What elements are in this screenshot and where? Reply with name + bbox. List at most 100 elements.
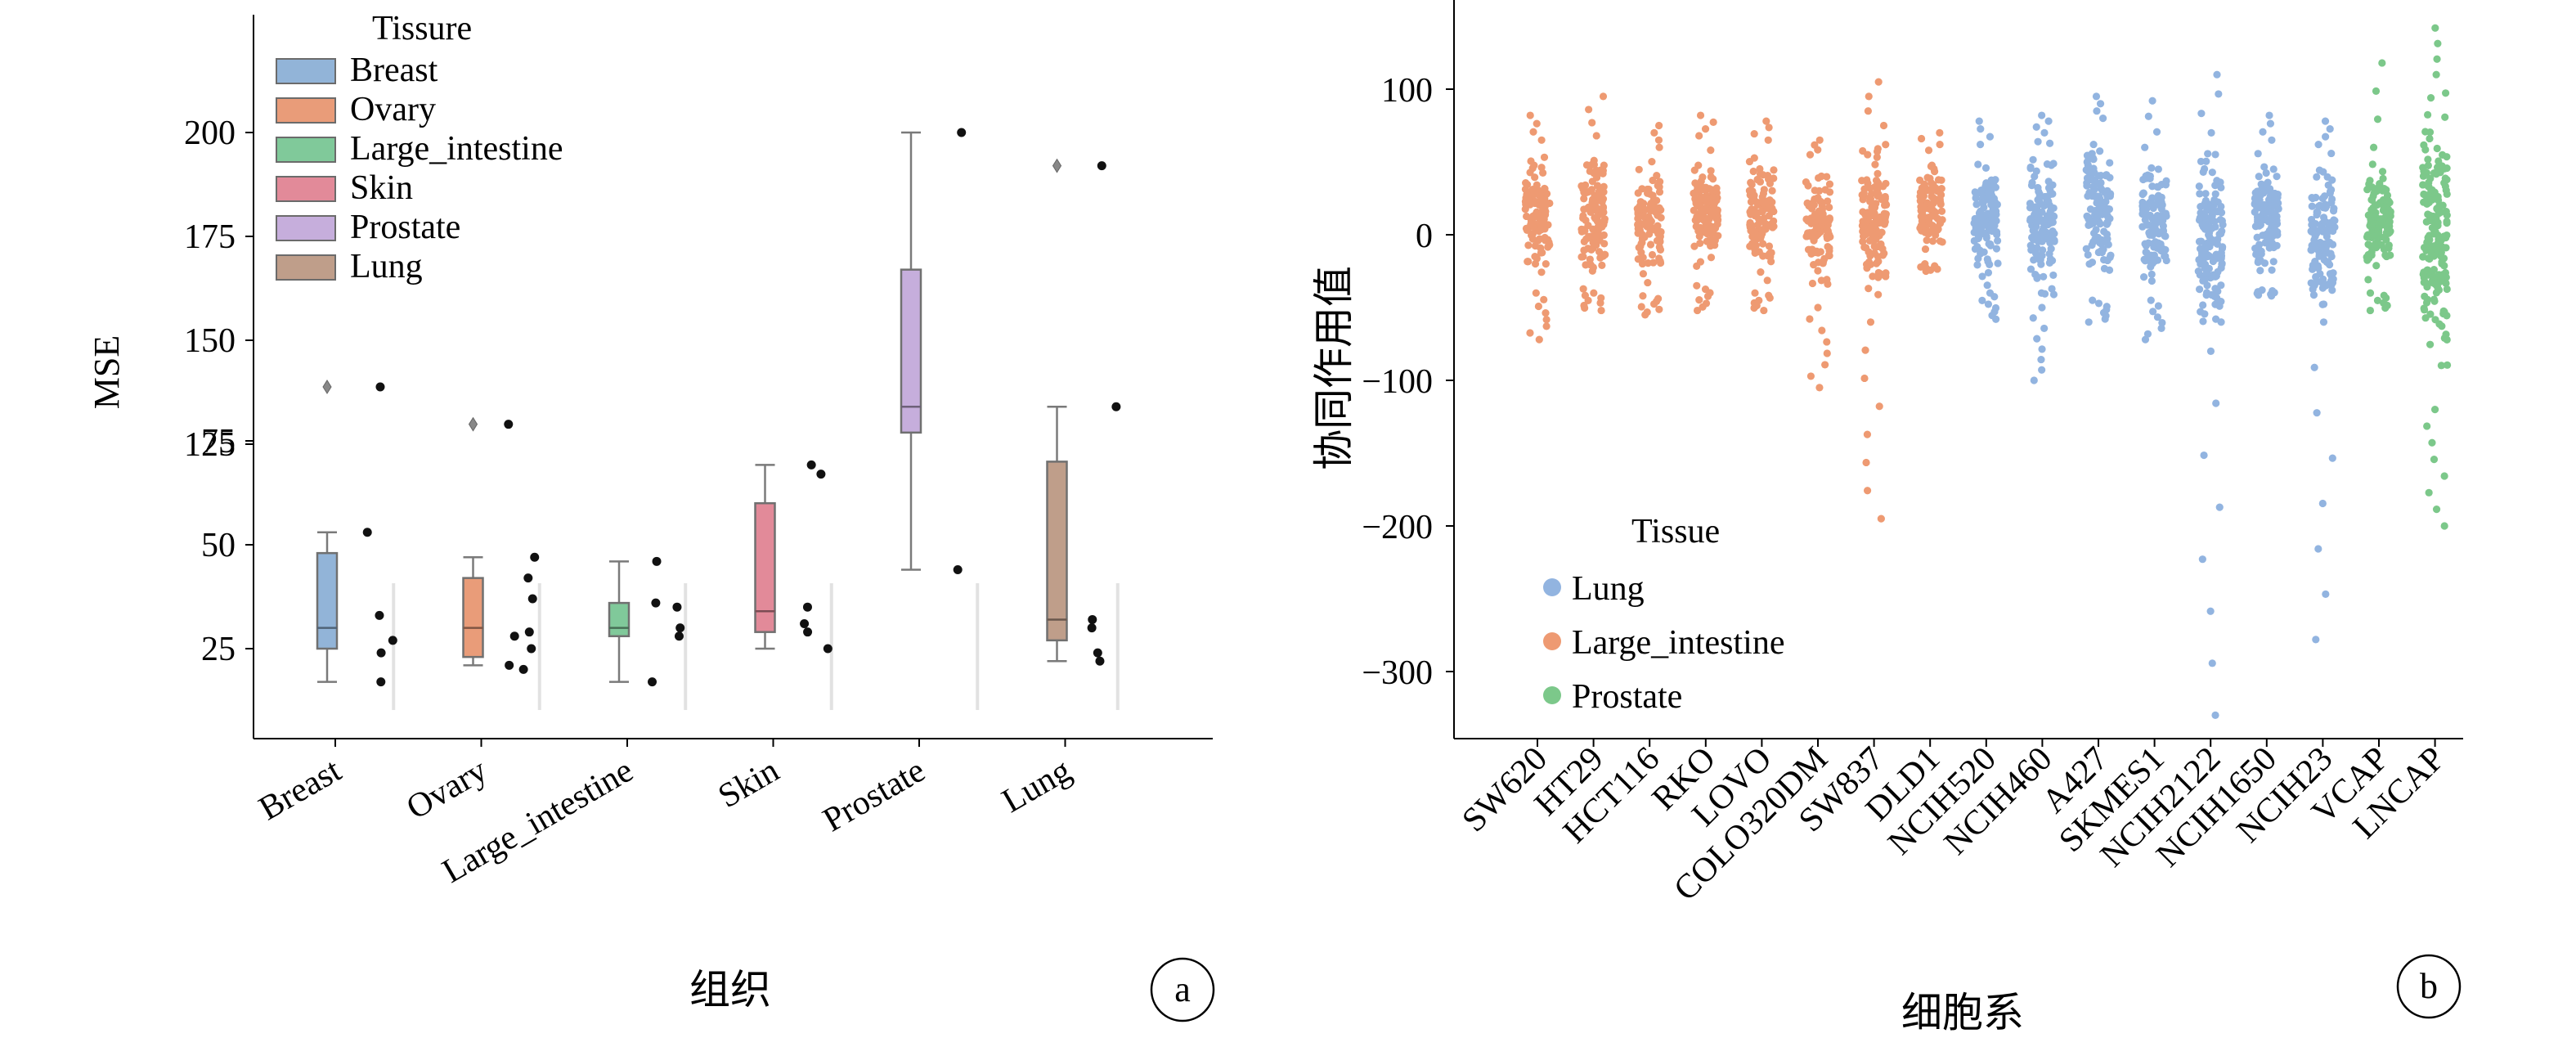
- panel-b-point-a427-low-6: [2101, 315, 2109, 323]
- panel-b-point-sw620-high-1: [1529, 128, 1537, 136]
- panel-b-point-skmes1-96: [2162, 177, 2170, 185]
- panel-b-point-lovo-98: [1759, 199, 1767, 207]
- panel-b-point-lncap-161: [2424, 182, 2432, 190]
- panel-b-point-a427-114: [2096, 195, 2104, 203]
- panel-b-point-ht29-103: [1585, 203, 1593, 211]
- panel-b-point-skmes1-100: [2140, 255, 2148, 263]
- panel-b-point-lncap-140: [2421, 314, 2430, 322]
- panel-b-point-skmes1-107: [2161, 232, 2170, 240]
- panel-b-point-ncih2122-low-6: [2208, 659, 2216, 667]
- panel-b-point-dld1-73: [1923, 199, 1932, 207]
- panel-b-point-sw620-99: [1531, 173, 1539, 182]
- panel-b-point-colo320dm-91: [1810, 235, 1818, 244]
- panel-b-point-a427-46: [2096, 220, 2104, 228]
- panel-b-point-ncih520-74: [1978, 272, 1986, 281]
- panel-b-point-ncih23-110: [2308, 221, 2316, 229]
- panel-b-point-skmes1-98: [2143, 171, 2152, 179]
- panel-b-point-skmes1-88: [2147, 222, 2156, 230]
- panel-b-point-dld1-40: [1928, 193, 1937, 202]
- panel-b-point-vcap-high-1: [2373, 115, 2382, 124]
- panel-b-point-ncih2122-low-1: [2212, 399, 2220, 407]
- panel-b-point-dld1-45: [1935, 186, 1943, 194]
- panel-b-point-rko-65: [1693, 262, 1701, 270]
- panel-b-point-vcap-118: [2373, 231, 2381, 240]
- panel-b-point-dld1-87: [1920, 182, 1929, 191]
- panel-a-legend-title: Tissure: [372, 10, 472, 47]
- panel-b-point-vcap-117: [2368, 195, 2376, 204]
- panel-a-point-skin-5: [823, 644, 832, 654]
- panel-b-point-lovo-23: [1768, 186, 1776, 195]
- panel-b-point-a427-85: [2088, 240, 2096, 249]
- panel-b-point-ht29-105: [1592, 166, 1600, 174]
- panel-b-point-ncih460-85: [2027, 246, 2035, 254]
- panel-a-ytick-label-25: 25: [201, 631, 236, 668]
- panel-b-point-sw837-low-0: [1866, 318, 1875, 326]
- panel-b-stripplot: 100 0 −100 −200 −300 SW620HT29HCT116RKOLOVOC…: [1311, 0, 2463, 1036]
- panel-a-legend-label-lung: Lung: [350, 248, 423, 285]
- panel-b-point-sw620-47: [1540, 153, 1549, 161]
- panel-b-point-ncih2122-113: [2214, 236, 2222, 244]
- panel-b-point-rko-low-6: [1699, 303, 1707, 311]
- panel-b-point-ncih1650-84: [2264, 178, 2272, 186]
- panel-b-point-hct116-99: [1638, 185, 1646, 193]
- panel-b-point-dld1-85: [1938, 238, 1946, 246]
- panel-b-strip-ncih520: [1970, 117, 2002, 323]
- panel-b-point-ht29-61: [1590, 160, 1599, 169]
- panel-a-outlier-ovary-0: [468, 416, 478, 432]
- panel-b-point-ht29-48: [1600, 231, 1608, 240]
- panel-b-point-ncih460-83: [2035, 198, 2044, 207]
- panel-b-point-ncih2122-79: [2217, 209, 2226, 217]
- panel-b-point-sw620-89: [1523, 226, 1531, 235]
- panel-b-point-lncap-160: [2433, 164, 2442, 172]
- panel-b-point-hct116-82: [1654, 182, 1662, 190]
- panel-a-ytick-label-50: 50: [201, 527, 236, 564]
- panel-b-point-vcap-90: [2363, 253, 2371, 261]
- panel-b-point-ncih1650-89: [2271, 189, 2279, 198]
- panel-b-point-vcap-91: [2376, 180, 2384, 188]
- panel-b-point-ncih23-low-1: [2310, 363, 2318, 371]
- panel-b-point-ncih520-19: [1993, 236, 2002, 245]
- panel-b-point-sw837-104: [1873, 153, 1881, 161]
- panel-b-point-colo320dm-69: [1816, 197, 1824, 205]
- panel-b-point-a427-100: [2094, 172, 2103, 180]
- panel-a-point-skin-2: [802, 602, 812, 612]
- panel-a-point-lung-5: [1095, 656, 1105, 666]
- panel-a-box-large-intestine: [608, 601, 631, 638]
- panel-b-point-a427-42: [2106, 159, 2114, 167]
- panel-b-point-colo320dm-low-1: [1806, 315, 1814, 323]
- panel-b-point-lncap-low-6: [2432, 506, 2441, 514]
- panel-a-point-skin-1: [816, 470, 826, 479]
- panel-b-point-lncap-137: [2443, 153, 2451, 161]
- panel-b-point-colo320dm-95: [1808, 204, 1816, 213]
- panel-b-point-ncih2122-119: [2204, 239, 2213, 247]
- panel-b-point-lncap-133: [2441, 268, 2450, 277]
- panel-b-point-dld1-77: [1934, 176, 1943, 184]
- panel-b-point-ncih2122-low-3: [2215, 503, 2224, 511]
- panel-b-point-ncih1650-107: [2274, 204, 2282, 213]
- panel-b-point-rko-low-0: [1693, 281, 1701, 290]
- panel-b-point-ht29-90: [1598, 222, 1606, 231]
- panel-b-point-ht29-82: [1577, 253, 1586, 261]
- panel-b-point-sw620-low-4: [1542, 316, 1551, 324]
- panel-b-point-ncih1650-75: [2262, 169, 2270, 177]
- panel-b-point-ncih2122-136: [2197, 251, 2206, 259]
- panel-a-point-ovary-5: [509, 631, 519, 641]
- panel-b-point-dld1-88: [1917, 206, 1925, 215]
- panel-b-point-colo320dm-97: [1822, 217, 1830, 225]
- panel-b-point-sw837-108: [1864, 151, 1872, 159]
- panel-b-point-ncih460-113: [2041, 192, 2049, 201]
- panel-b-point-ncih23-104: [2327, 252, 2336, 261]
- panel-b-point-ncih520-103: [1984, 268, 1993, 277]
- panel-b-strip-colo320dm: [1802, 136, 1834, 392]
- panel-b-point-hct116-low-4: [1637, 303, 1645, 311]
- panel-b-point-sw620-low-2: [1534, 302, 1543, 311]
- panel-b-point-ncih520-2: [1974, 160, 1982, 169]
- panel-b-point-colo320dm-83: [1804, 182, 1812, 190]
- panel-b-point-colo320dm-low-0: [1814, 303, 1822, 312]
- panel-b-point-colo320dm-low-3: [1823, 338, 1831, 346]
- panel-b-point-sw837-97: [1882, 179, 1890, 188]
- panel-b-point-ncih520-high-0: [1976, 141, 1985, 149]
- panel-a-point-large-intestine-5: [648, 677, 657, 687]
